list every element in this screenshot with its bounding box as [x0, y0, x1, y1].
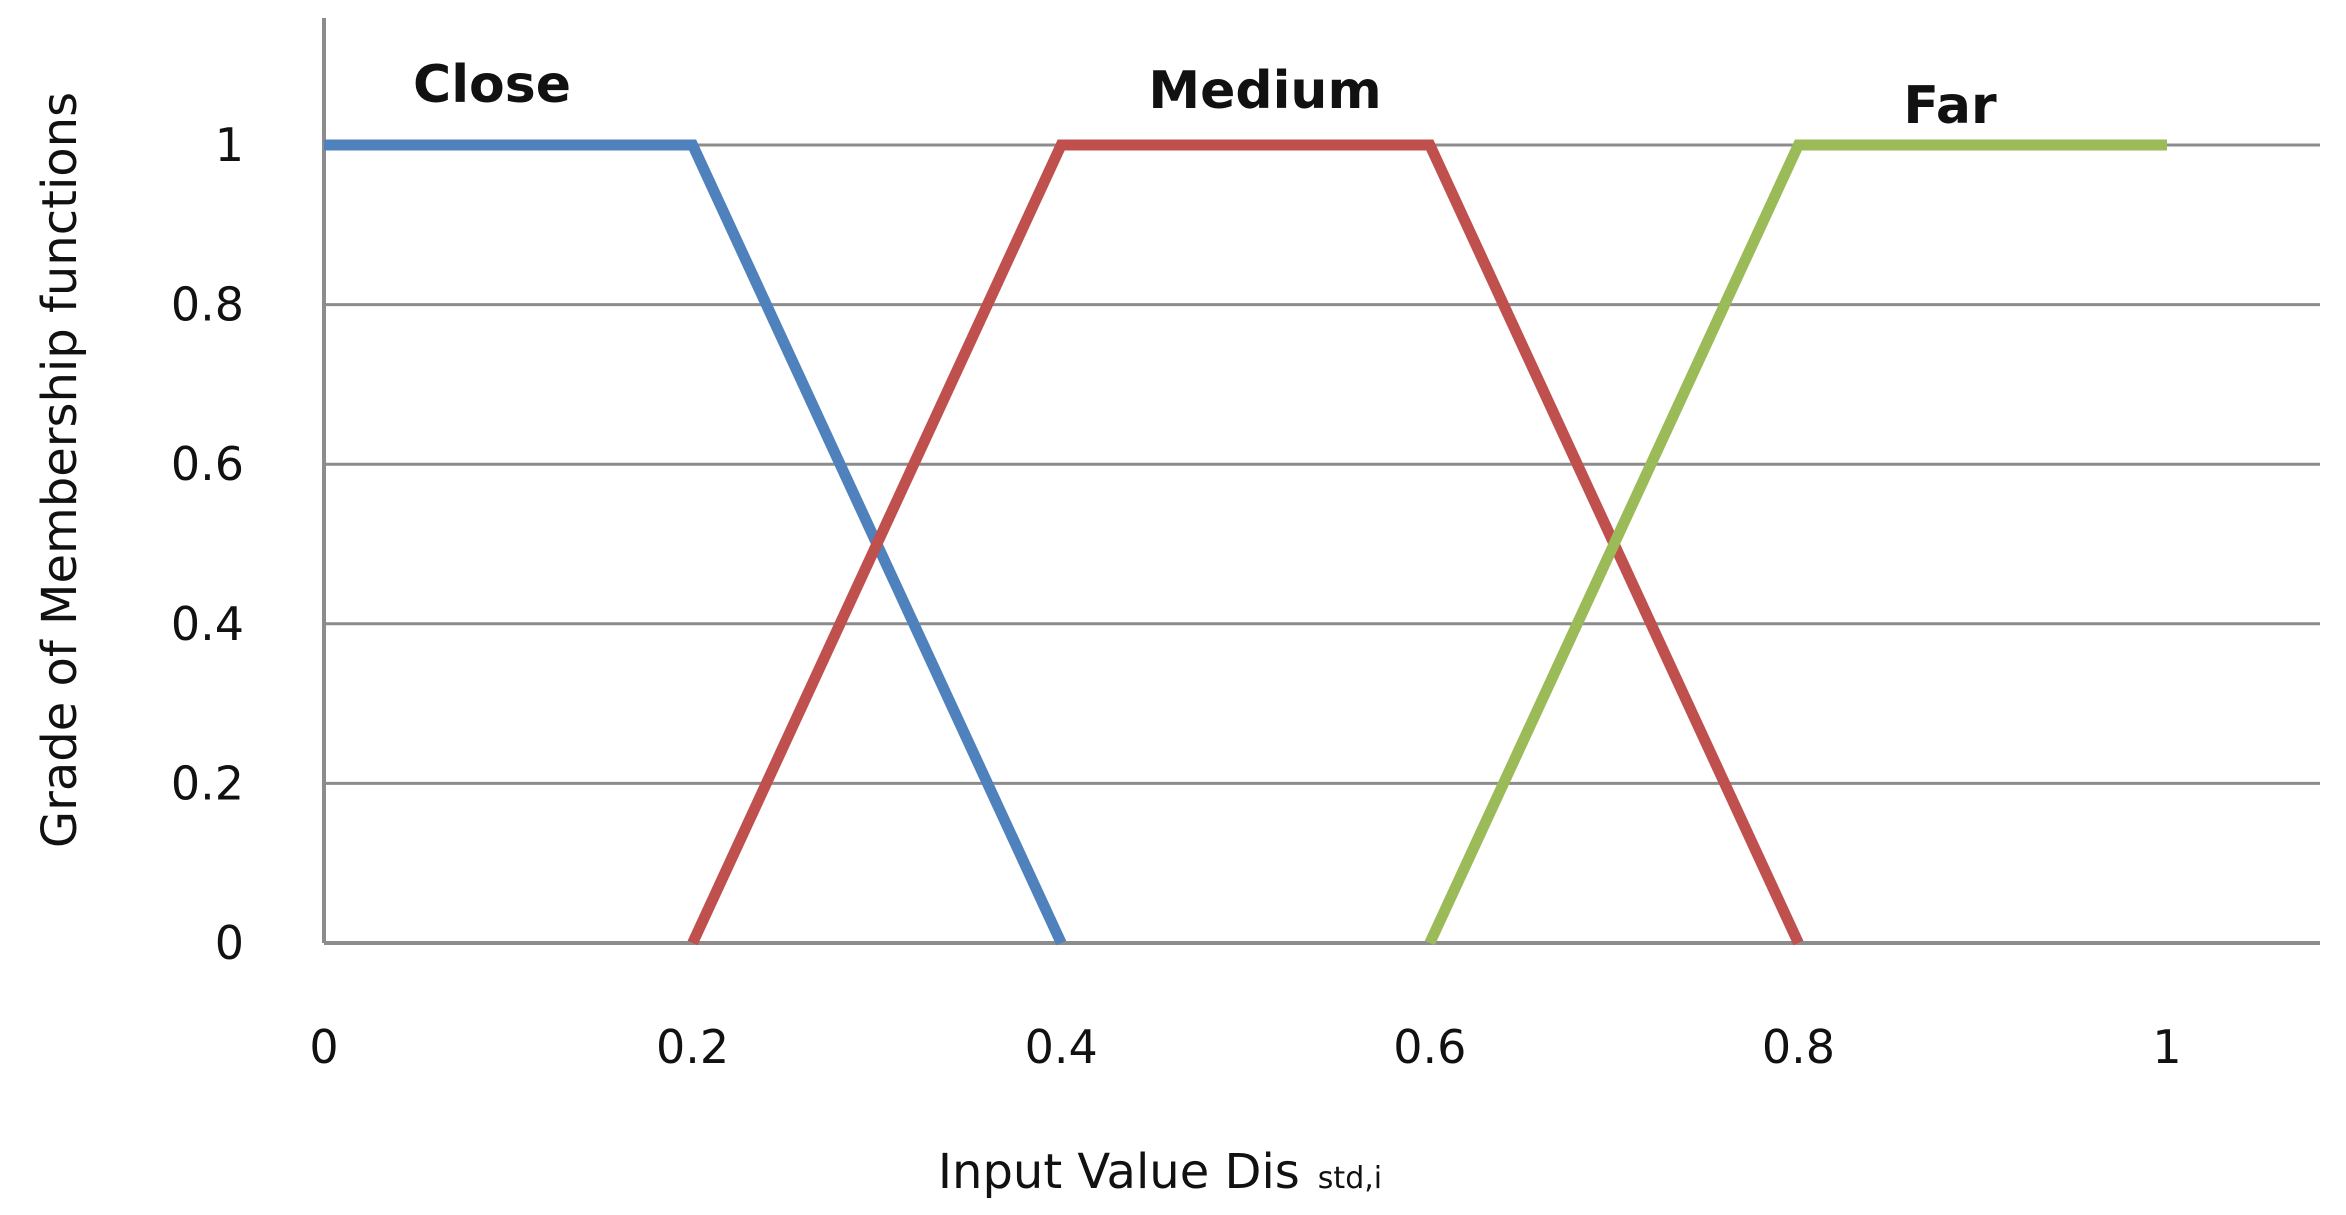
y-tick-label: 1: [215, 118, 244, 172]
x-axis-title: Input Value Dis std,i: [938, 1144, 1382, 1200]
x-axis-title-main: Input Value Dis: [938, 1144, 1300, 1200]
series-label-far: Far: [1903, 76, 1997, 136]
series-label-close: Close: [413, 55, 571, 115]
series-line-close: [324, 139, 1067, 946]
series-lines: [324, 139, 2167, 946]
series-label-medium: Medium: [1148, 61, 1381, 121]
gridlines: [324, 143, 2320, 785]
x-tick-label: 0.2: [656, 1020, 729, 1074]
y-tick-label: 0.2: [171, 756, 244, 810]
x-tick-label: 0: [309, 1020, 338, 1074]
axes: [322, 18, 2320, 945]
series-line-far: [1424, 139, 2167, 946]
y-tick-label: 0: [215, 916, 244, 970]
y-tick-label: 0.4: [171, 597, 244, 651]
x-tick-label: 0.8: [1762, 1020, 1835, 1074]
x-tick-label: 0.4: [1025, 1020, 1098, 1074]
y-tick-label: 0.6: [171, 437, 244, 491]
y-tick-label: 0.8: [171, 278, 244, 332]
labels: 0 0.2 0.4 0.6 0.8 1 0 0.2 0.4 0.6 0.8 1 Close Medium F…: [171, 55, 2182, 1074]
x-axis-title-subscript: std,i: [1318, 1161, 1382, 1196]
series-line-medium: [687, 139, 1804, 946]
y-axis-title: Grade of Membership functions: [32, 92, 88, 848]
x-tick-label: 0.6: [1393, 1020, 1466, 1074]
x-tick-label: 1: [2152, 1020, 2181, 1074]
